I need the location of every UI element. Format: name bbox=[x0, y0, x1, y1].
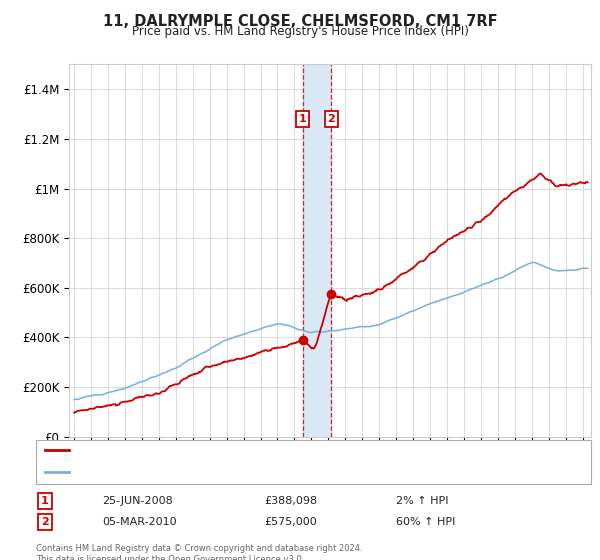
Text: 11, DALRYMPLE CLOSE, CHELMSFORD, CM1 7RF: 11, DALRYMPLE CLOSE, CHELMSFORD, CM1 7RF bbox=[103, 14, 497, 29]
Text: Price paid vs. HM Land Registry's House Price Index (HPI): Price paid vs. HM Land Registry's House … bbox=[131, 25, 469, 38]
Text: 1: 1 bbox=[299, 114, 307, 124]
Text: 1: 1 bbox=[41, 496, 49, 506]
Text: 60% ↑ HPI: 60% ↑ HPI bbox=[396, 517, 455, 527]
Text: 25-JUN-2008: 25-JUN-2008 bbox=[102, 496, 173, 506]
Text: HPI: Average price, detached house, Chelmsford: HPI: Average price, detached house, Chel… bbox=[75, 467, 340, 477]
Text: £575,000: £575,000 bbox=[264, 517, 317, 527]
Text: 2% ↑ HPI: 2% ↑ HPI bbox=[396, 496, 449, 506]
Bar bbox=[302, 64, 331, 437]
Text: 2: 2 bbox=[41, 517, 49, 527]
Text: 2: 2 bbox=[328, 114, 335, 124]
Text: 11, DALRYMPLE CLOSE, CHELMSFORD, CM1 7RF (detached house): 11, DALRYMPLE CLOSE, CHELMSFORD, CM1 7RF… bbox=[75, 445, 437, 455]
Text: 05-MAR-2010: 05-MAR-2010 bbox=[102, 517, 176, 527]
Text: £388,098: £388,098 bbox=[264, 496, 317, 506]
Text: Contains HM Land Registry data © Crown copyright and database right 2024.
This d: Contains HM Land Registry data © Crown c… bbox=[36, 544, 362, 560]
